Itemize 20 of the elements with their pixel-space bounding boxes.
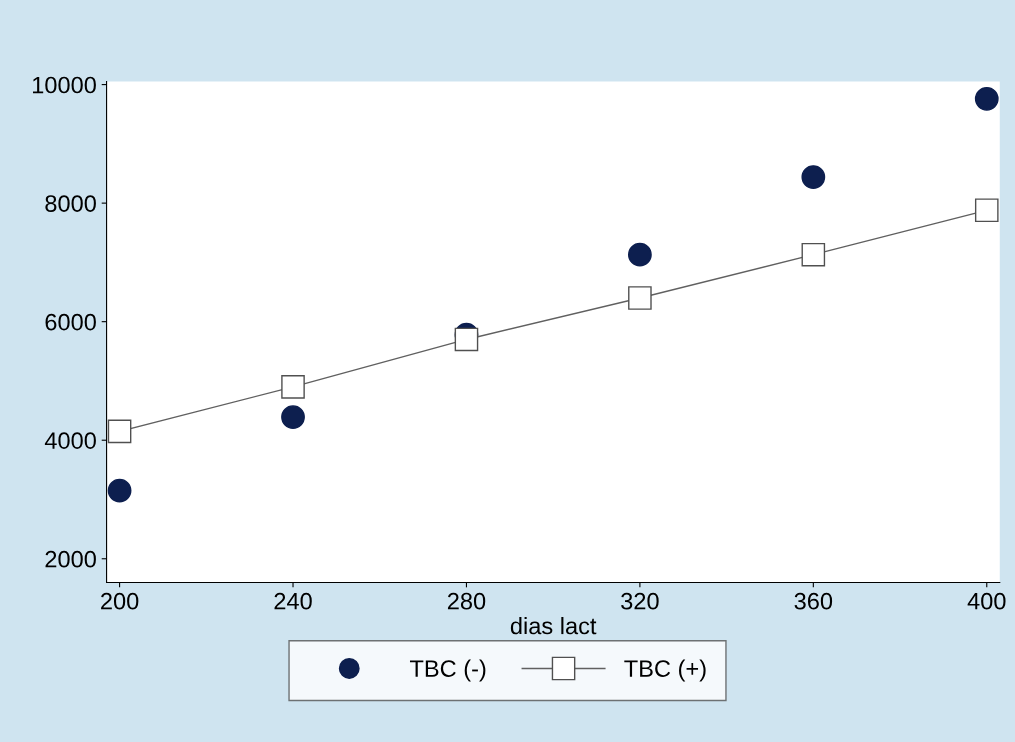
- x-tick-label: 200: [101, 592, 139, 610]
- point: [628, 242, 652, 267]
- point: [281, 405, 305, 429]
- x-tick-label: 320: [621, 592, 659, 610]
- x-tick-label: 400: [967, 592, 1006, 610]
- y-tick-label: 2000: [45, 550, 96, 568]
- x-axis-title: dias lact: [510, 616, 597, 635]
- x-tick-label: 240: [274, 592, 312, 610]
- y-tick-label: 6000: [45, 313, 96, 331]
- legend-label: TBC (+): [624, 659, 706, 682]
- y-tick-label: 10000: [33, 76, 96, 94]
- point: [454, 327, 479, 352]
- point: [801, 165, 826, 189]
- x-tick-label: 280: [447, 592, 486, 610]
- legend-label: TBC (-): [409, 659, 486, 682]
- y-tick-label: 8000: [45, 195, 96, 212]
- point: [974, 86, 999, 111]
- y-tick-label: 4000: [44, 432, 96, 449]
- point: [107, 478, 132, 503]
- x-tick-label: 360: [794, 592, 833, 610]
